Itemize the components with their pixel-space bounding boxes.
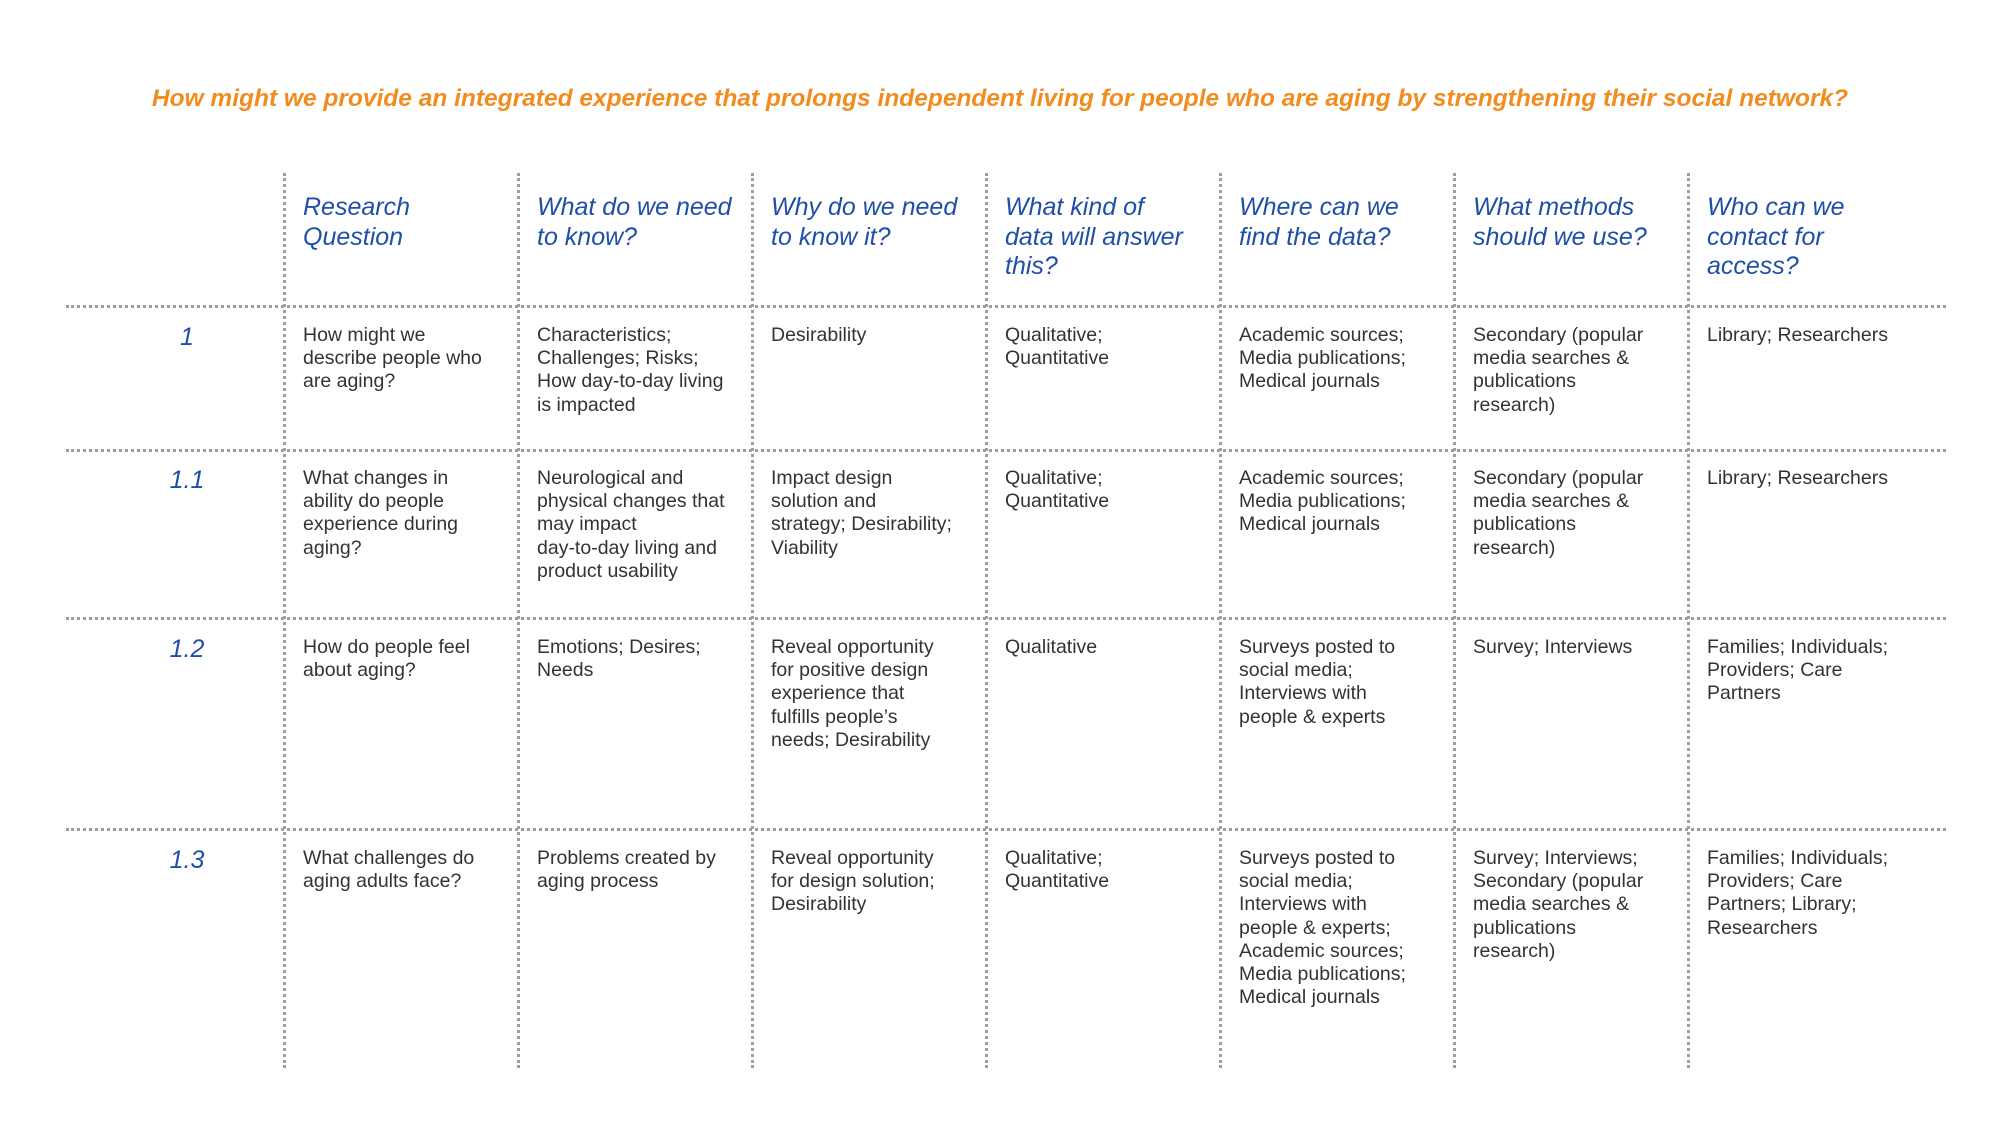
- column-header: What do we need to know?: [537, 193, 732, 251]
- column-header: Why do we need to know it?: [771, 193, 958, 251]
- column-header: Research Question: [303, 193, 410, 251]
- table-cell: Reveal opportunity for design solution; …: [771, 847, 935, 916]
- row-number: 1: [180, 323, 194, 351]
- column-header: Where can we find the data?: [1239, 193, 1399, 251]
- table-cell: Impact design solution and strategy; Des…: [771, 467, 952, 559]
- table-cell: Problems created by aging process: [537, 847, 716, 893]
- table-cell: Neurological and physical changes that m…: [537, 467, 725, 582]
- row-number: 1.1: [169, 466, 205, 494]
- table-cell: Qualitative; Quantitative: [1005, 467, 1110, 513]
- column-header: Who can we contact for access?: [1707, 193, 1845, 280]
- table-cell: Emotions; Desires; Needs: [537, 636, 701, 682]
- row-divider: [66, 449, 1946, 452]
- table-cell: Library; Researchers: [1707, 324, 1888, 346]
- table-cell: Qualitative: [1005, 636, 1098, 658]
- column-divider: [517, 173, 520, 1068]
- table-cell: Survey; Interviews: [1473, 636, 1633, 658]
- table-cell: Qualitative; Quantitative: [1005, 324, 1110, 370]
- column-divider: [985, 173, 988, 1068]
- column-divider: [1219, 173, 1222, 1068]
- table-cell: Surveys posted to social media; Intervie…: [1239, 847, 1406, 1009]
- table-cell: Qualitative; Quantitative: [1005, 847, 1110, 893]
- table-cell: Secondary (popular media searches & publ…: [1473, 324, 1644, 416]
- table-cell: Academic sources; Media publications; Me…: [1239, 467, 1406, 536]
- page-title: How might we provide an integrated exper…: [151, 85, 1849, 112]
- row-number: 1.2: [169, 635, 205, 663]
- row-number: 1.3: [169, 846, 205, 874]
- column-divider: [1453, 173, 1456, 1068]
- table-cell: Reveal opportunity for positive design e…: [771, 636, 934, 751]
- table-cell: Characteristics; Challenges; Risks; How …: [537, 324, 724, 416]
- table-cell: Secondary (popular media searches & publ…: [1473, 467, 1644, 559]
- table-cell: Desirability: [771, 324, 867, 346]
- table-cell: What challenges do aging adults face?: [303, 847, 475, 893]
- column-header: What kind of data will answer this?: [1005, 193, 1183, 280]
- table-cell: How might we describe people who are agi…: [303, 324, 482, 393]
- table-cell: Survey; Interviews; Secondary (popular m…: [1473, 847, 1644, 962]
- table-cell: How do people feel about aging?: [303, 636, 470, 682]
- column-divider: [1687, 173, 1690, 1068]
- table-cell: What changes in ability do people experi…: [303, 467, 459, 559]
- table-cell: Families; Individuals; Providers; Care P…: [1707, 847, 1888, 939]
- column-header: What methods should we use?: [1473, 193, 1647, 251]
- table-cell: Surveys posted to social media; Intervie…: [1239, 636, 1396, 728]
- column-divider: [751, 173, 754, 1068]
- row-divider: [66, 305, 1946, 308]
- table-cell: Library; Researchers: [1707, 467, 1888, 489]
- table-cell: Academic sources; Media publications; Me…: [1239, 324, 1406, 393]
- column-divider: [283, 173, 286, 1068]
- table-cell: Families; Individuals; Providers; Care P…: [1707, 636, 1888, 705]
- row-divider: [66, 617, 1946, 620]
- row-divider: [66, 828, 1946, 831]
